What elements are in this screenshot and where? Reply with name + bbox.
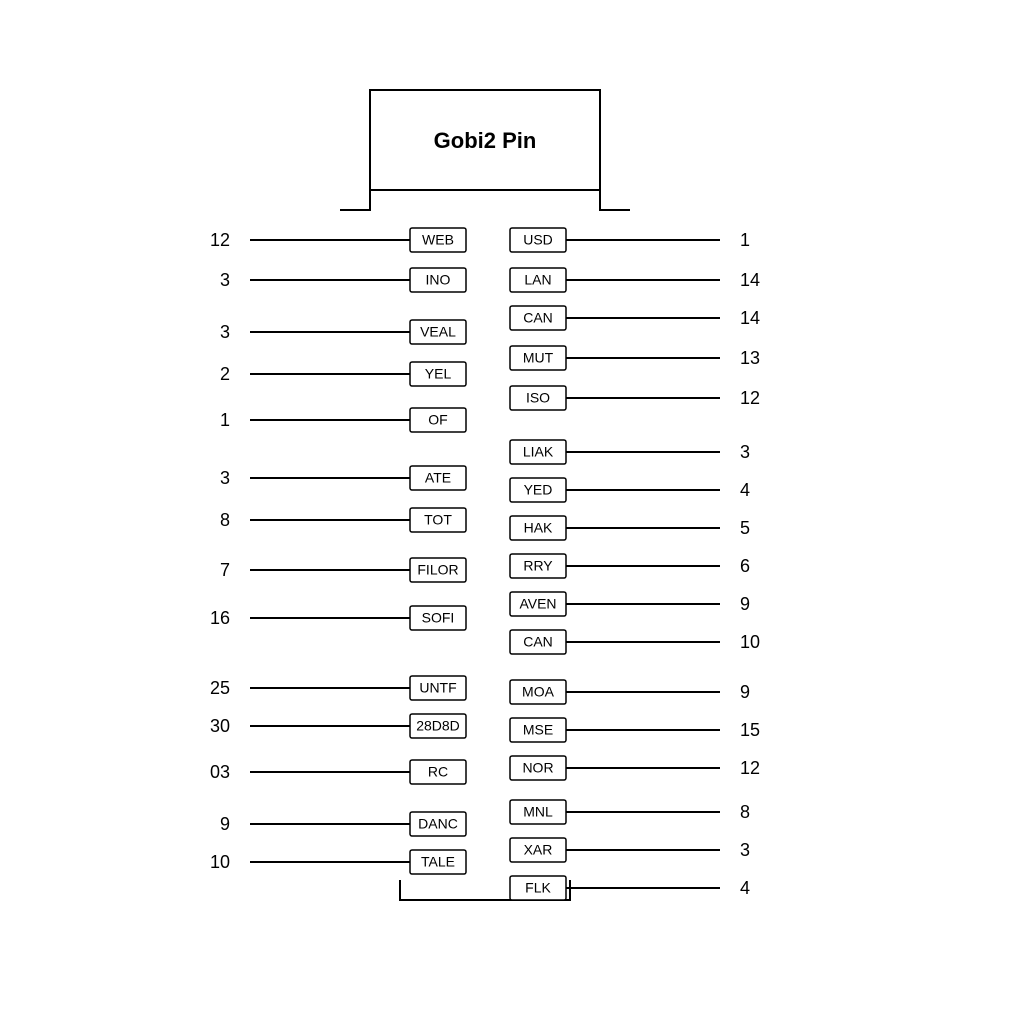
pin-label-right-8: RRY bbox=[523, 558, 553, 574]
pin-label-left-7: FILOR bbox=[417, 562, 458, 578]
pin-label-right-12: MSE bbox=[523, 722, 553, 738]
pin-label-left-9: UNTF bbox=[419, 680, 456, 696]
pin-number-right-2: 14 bbox=[740, 308, 760, 328]
pin-number-right-9: 9 bbox=[740, 594, 750, 614]
pin-number-right-3: 13 bbox=[740, 348, 760, 368]
pin-label-right-7: HAK bbox=[524, 520, 553, 536]
pin-number-left-2: 3 bbox=[220, 322, 230, 342]
pin-number-left-5: 3 bbox=[220, 468, 230, 488]
pin-number-left-7: 7 bbox=[220, 560, 230, 580]
pin-number-left-9: 25 bbox=[210, 678, 230, 698]
pin-label-left-13: TALE bbox=[421, 854, 455, 870]
pin-number-right-8: 6 bbox=[740, 556, 750, 576]
pin-number-right-7: 5 bbox=[740, 518, 750, 538]
pin-number-right-13: 12 bbox=[740, 758, 760, 778]
pin-number-right-15: 3 bbox=[740, 840, 750, 860]
pin-label-right-3: MUT bbox=[523, 350, 554, 366]
pin-label-left-0: WEB bbox=[422, 232, 454, 248]
pin-label-right-16: FLK bbox=[525, 880, 551, 896]
pin-number-left-0: 12 bbox=[210, 230, 230, 250]
pin-label-right-5: LIAK bbox=[523, 444, 554, 460]
pin-label-left-12: DANC bbox=[418, 816, 458, 832]
pin-number-right-4: 12 bbox=[740, 388, 760, 408]
pin-number-left-10: 30 bbox=[210, 716, 230, 736]
pin-number-left-1: 3 bbox=[220, 270, 230, 290]
pin-label-right-13: NOR bbox=[522, 760, 553, 776]
pin-number-right-11: 9 bbox=[740, 682, 750, 702]
pin-number-left-6: 8 bbox=[220, 510, 230, 530]
pin-label-left-6: TOT bbox=[424, 512, 452, 528]
pin-label-left-4: OF bbox=[428, 412, 447, 428]
pin-number-right-16: 4 bbox=[740, 878, 750, 898]
diagram-title: Gobi2 Pin bbox=[434, 128, 537, 153]
pin-label-left-2: VEAL bbox=[420, 324, 456, 340]
pin-label-right-10: CAN bbox=[523, 634, 553, 650]
pin-number-left-8: 16 bbox=[210, 608, 230, 628]
pin-label-right-14: MNL bbox=[523, 804, 553, 820]
pin-label-left-5: ATE bbox=[425, 470, 451, 486]
pin-label-right-11: MOA bbox=[522, 684, 555, 700]
pin-label-right-1: LAN bbox=[524, 272, 551, 288]
pin-label-left-1: INO bbox=[426, 272, 451, 288]
pin-label-left-10: 28D8D bbox=[416, 718, 460, 734]
pin-label-right-9: AVEN bbox=[519, 596, 556, 612]
pin-label-left-3: YEL bbox=[425, 366, 452, 382]
pin-label-right-6: YED bbox=[524, 482, 553, 498]
pin-number-left-4: 1 bbox=[220, 410, 230, 430]
pin-number-right-10: 10 bbox=[740, 632, 760, 652]
pin-number-left-13: 10 bbox=[210, 852, 230, 872]
pin-number-right-14: 8 bbox=[740, 802, 750, 822]
pin-label-left-8: SOFI bbox=[422, 610, 455, 626]
pin-number-right-5: 3 bbox=[740, 442, 750, 462]
pin-number-right-0: 1 bbox=[740, 230, 750, 250]
pinout-diagram: Gobi2 Pin WEB 12 INO 3 VEAL 3 YEL 2 OF 1 ATE 3 TOT 8 FI… bbox=[0, 0, 1024, 1024]
pin-number-right-12: 15 bbox=[740, 720, 760, 740]
pin-number-left-3: 2 bbox=[220, 364, 230, 384]
pin-label-right-15: XAR bbox=[524, 842, 553, 858]
shoulder-left bbox=[340, 190, 370, 210]
pin-number-right-6: 4 bbox=[740, 480, 750, 500]
pin-label-left-11: RC bbox=[428, 764, 448, 780]
pin-number-left-12: 9 bbox=[220, 814, 230, 834]
pin-label-right-2: CAN bbox=[523, 310, 553, 326]
pin-label-right-4: ISO bbox=[526, 390, 550, 406]
shoulder-right bbox=[600, 190, 630, 210]
pin-number-left-11: 03 bbox=[210, 762, 230, 782]
pin-number-right-1: 14 bbox=[740, 270, 760, 290]
pin-label-right-0: USD bbox=[523, 232, 553, 248]
